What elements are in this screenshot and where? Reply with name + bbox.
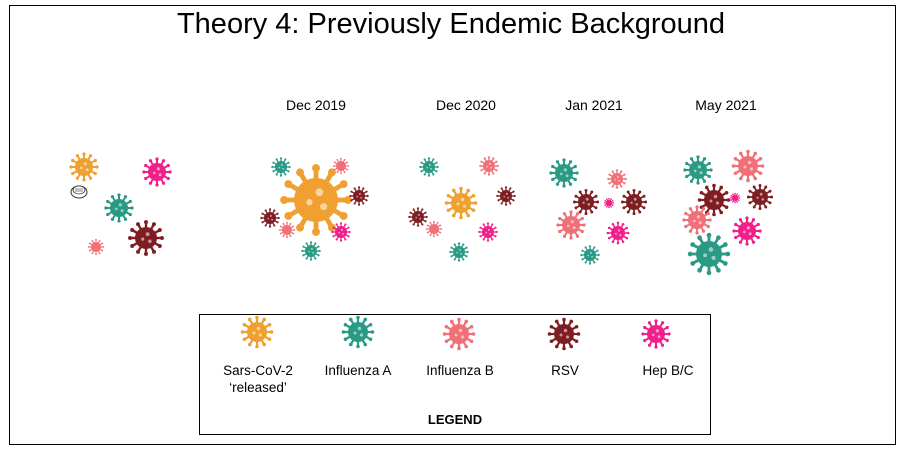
legend-influenza-a-icon: [341, 315, 375, 349]
diagram-title: Theory 4: Previously Endemic Background: [176, 8, 726, 40]
date-label-dec-2019: Dec 2019: [286, 97, 346, 113]
virus-fluB-icon: [479, 156, 499, 176]
virus-fluA-icon: [419, 157, 439, 177]
virus-fluA-icon: [301, 241, 321, 261]
legend-rsv-icon: [547, 317, 581, 351]
virus-sars-icon: [444, 186, 478, 220]
legend-label-influenza-b: Influenza B: [426, 363, 494, 378]
virus-hep-icon: [331, 222, 351, 242]
virus-hep-icon: [732, 216, 762, 246]
virus-fluA-icon: [549, 158, 579, 188]
legend-label-hep-b-c: Hep B/C: [642, 363, 694, 378]
virus-fluB-icon: [556, 210, 586, 240]
virus-hep-icon: [729, 192, 741, 204]
date-label-jan-2021: Jan 2021: [565, 97, 623, 113]
virus-hep-icon: [142, 157, 172, 187]
virus-rsv-icon: [128, 220, 164, 256]
virus-hep-icon: [606, 221, 630, 245]
virus-fluB-icon: [278, 221, 296, 239]
virus-fluB-icon: [607, 169, 627, 189]
petri-dish-icon: [70, 185, 88, 199]
virus-rsv-icon: [408, 207, 428, 227]
virus-rsv-icon: [260, 208, 280, 228]
virus-rsv-icon: [697, 183, 731, 217]
legend-box: [199, 314, 711, 435]
virus-fluA-icon: [104, 193, 134, 223]
virus-fluA-icon: [687, 232, 731, 276]
virus-rsv-icon: [572, 188, 600, 216]
virus-rsv-icon: [620, 188, 648, 216]
virus-rsv-icon: [746, 183, 774, 211]
virus-hep-icon: [478, 222, 498, 242]
virus-sars-icon: [69, 152, 99, 182]
legend-label-rsv: RSV: [551, 363, 579, 378]
legend-hep-b-c-icon: [641, 319, 671, 349]
virus-sars-cov-2-large-icon: [280, 164, 352, 236]
virus-rsv-icon: [496, 186, 516, 206]
legend-sars-cov-2-icon: [240, 315, 274, 349]
legend-label-sars-cov-2: Sars-CoV-2 ‘released’: [223, 363, 293, 395]
virus-fluB-icon: [332, 157, 350, 175]
virus-fluA-icon: [271, 157, 291, 177]
date-label-may-2021: May 2021: [695, 97, 757, 113]
virus-fluA-icon: [449, 242, 469, 262]
virus-fluB-icon: [87, 238, 105, 256]
legend-title: LEGEND: [427, 412, 483, 427]
virus-rsv-icon: [349, 186, 369, 206]
virus-fluB-icon: [731, 149, 765, 183]
virus-fluA-icon: [580, 245, 600, 265]
virus-fluA-icon: [683, 155, 713, 185]
virus-hep-icon: [603, 197, 615, 209]
virus-fluB-icon: [682, 205, 712, 235]
date-label-dec-2020: Dec 2020: [436, 97, 496, 113]
legend-influenza-b-icon: [442, 317, 476, 351]
virus-fluB-icon: [425, 220, 443, 238]
legend-label-influenza-a: Influenza A: [324, 363, 392, 378]
